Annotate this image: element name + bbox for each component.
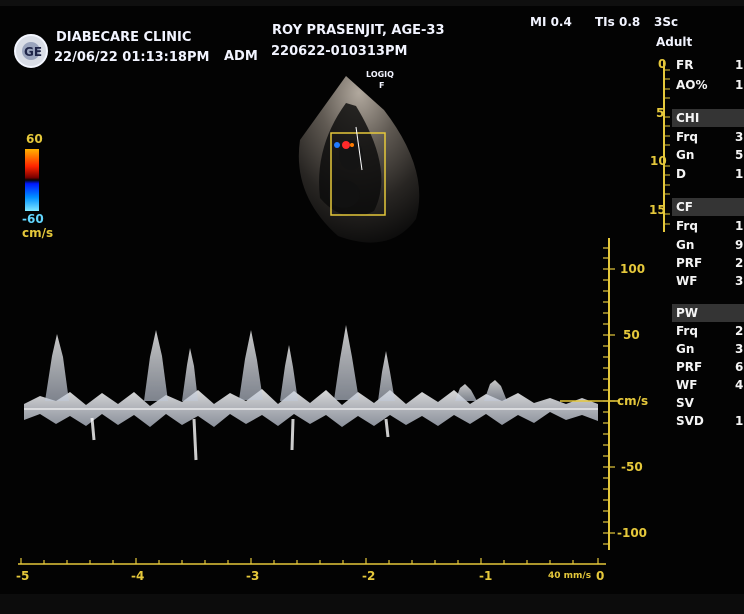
param-pw-gn-label: Gn bbox=[676, 342, 695, 356]
preset-name: Adult bbox=[656, 35, 693, 49]
param-chi-gn-value: 5 bbox=[735, 148, 744, 162]
depth-mark-10: 10 bbox=[650, 154, 667, 168]
param-cf-gn-label: Gn bbox=[676, 238, 695, 252]
ge-logo-mark bbox=[22, 42, 40, 60]
time-label-neg2: -2 bbox=[362, 569, 376, 583]
param-chi-frq-value: 3 bbox=[735, 130, 744, 144]
time-label-neg4: -4 bbox=[131, 569, 145, 583]
time-label-neg1: -1 bbox=[479, 569, 493, 583]
param-pw-wf-label: WF bbox=[676, 378, 698, 392]
velocity-baseline-unit: cm/s bbox=[617, 394, 649, 408]
param-pw-frq-label: Frq bbox=[676, 324, 698, 338]
param-cf-gn-value: 9 bbox=[735, 238, 744, 252]
param-chi-frq-label: Frq bbox=[676, 130, 698, 144]
time-label-neg5: -5 bbox=[16, 569, 30, 583]
chi-section-bar bbox=[672, 109, 744, 127]
param-pw-svd-label: SVD bbox=[676, 414, 704, 428]
pw-section-bar bbox=[672, 304, 744, 322]
color-scale-unit: cm/s bbox=[22, 226, 54, 240]
param-cf-wf-value: 32 bbox=[735, 274, 744, 288]
param-cf-frq-value: 1 bbox=[735, 219, 744, 233]
depth-mark-0: 0 bbox=[658, 57, 667, 71]
exam-datetime: 22/06/22 01:13:18PM bbox=[54, 50, 210, 65]
param-pw-svd-value: 10 bbox=[735, 414, 744, 428]
cf-section-bar bbox=[672, 198, 744, 216]
color-scale-max: 60 bbox=[26, 132, 43, 146]
param-cf-wf-label: WF bbox=[676, 274, 698, 288]
param-ao-label: AO% bbox=[676, 78, 708, 92]
time-label-0: 0 bbox=[596, 569, 605, 583]
param-cf-prf-value: 2 bbox=[735, 256, 744, 270]
logiq-watermark: LOGIQ bbox=[366, 70, 394, 79]
top-bezel bbox=[0, 0, 744, 6]
cf-title: CF bbox=[676, 200, 694, 214]
color-scale-bar bbox=[25, 149, 39, 211]
depth-mark-15: 15 bbox=[649, 203, 666, 217]
velocity-label-100: 100 bbox=[620, 262, 646, 276]
velocity-label-neg50: -50 bbox=[621, 460, 643, 474]
param-chi-d-value: 18 bbox=[735, 167, 744, 181]
depth-mark-5: 5 bbox=[656, 106, 665, 120]
velocity-label-neg100: -100 bbox=[617, 526, 648, 540]
velocity-label-50: 50 bbox=[623, 328, 640, 342]
param-pw-prf-value: 6 bbox=[735, 360, 744, 374]
param-cf-frq-label: Frq bbox=[676, 219, 698, 233]
param-pw-wf-value: 4 bbox=[735, 378, 744, 392]
param-pw-sv-label: SV bbox=[676, 396, 694, 410]
param-chi-gn-label: Gn bbox=[676, 148, 695, 162]
chi-title: CHI bbox=[676, 111, 700, 125]
param-chi-d-label: D bbox=[676, 167, 686, 181]
clinic-name: DIABECARE CLINIC bbox=[56, 30, 192, 45]
ge-logo: GE bbox=[14, 34, 48, 68]
param-pw-prf-label: PRF bbox=[676, 360, 703, 374]
adm-label: ADM bbox=[224, 49, 258, 64]
param-pw-frq-value: 2 bbox=[735, 324, 744, 338]
param-pw-gn-value: 3 bbox=[735, 342, 744, 356]
bottom-bezel bbox=[0, 594, 744, 614]
probe-name: 3Sc bbox=[654, 15, 679, 29]
study-id: 220622-010313PM bbox=[271, 44, 408, 59]
pw-title: PW bbox=[676, 306, 699, 320]
param-fr-value: 1 bbox=[735, 58, 744, 72]
param-ao-value: 10 bbox=[735, 78, 744, 92]
ge-logo-text: GE bbox=[24, 45, 43, 59]
logiq-watermark-sub: F bbox=[379, 81, 385, 90]
sweep-speed: 40 mm/s bbox=[548, 571, 592, 581]
color-scale-min: -60 bbox=[22, 212, 44, 226]
time-label-neg3: -3 bbox=[246, 569, 260, 583]
tis-index: TIs 0.8 bbox=[595, 15, 641, 29]
patient-name-age: ROY PRASENJIT, AGE-33 bbox=[272, 23, 445, 38]
param-cf-prf-label: PRF bbox=[676, 256, 703, 270]
param-fr-label: FR bbox=[676, 58, 694, 72]
mi-index: MI 0.4 bbox=[530, 15, 572, 29]
